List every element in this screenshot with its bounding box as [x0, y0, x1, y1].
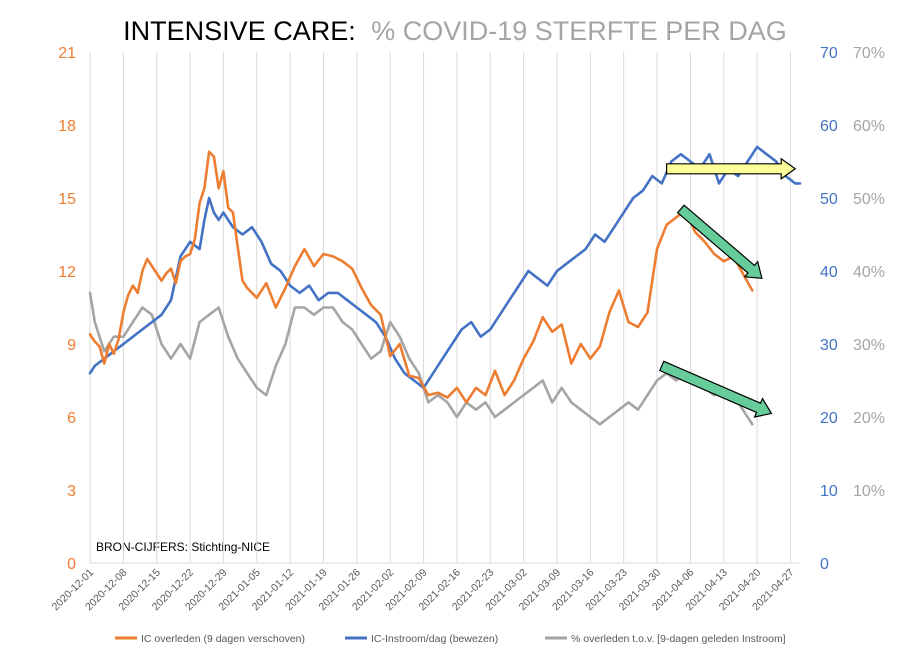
- y-right-tick-label: 60: [820, 118, 838, 135]
- trend-arrow-1: [665, 157, 797, 180]
- annotations: [659, 157, 797, 418]
- chart-title-sub: % COVID-19 STERFTE PER DAG: [371, 16, 787, 46]
- source-note: BRON-CIJFERS: Stichting-NICE: [96, 540, 270, 554]
- y-right-tick-label: 30: [820, 337, 838, 354]
- y-right-tick-label: 0: [820, 556, 829, 573]
- series-line-3: [88, 291, 754, 426]
- chart-title-main: INTENSIVE CARE:: [123, 16, 356, 46]
- y-left-tick-label: 3: [67, 483, 76, 500]
- y-axis-right: 0 10 20 30 40 50 60 70: [820, 45, 838, 573]
- series-line-1: [88, 150, 754, 404]
- trend-arrow-3: [659, 360, 773, 418]
- y-axis-left: 0 3 6 9 12 15 18 21: [58, 45, 76, 573]
- y-left-tick-label: 18: [58, 118, 76, 135]
- y-left-tick-label: 9: [67, 337, 76, 354]
- y-right-tick-label: 20: [820, 410, 838, 427]
- y-right-tick-label: 40: [820, 264, 838, 281]
- y-right-tick-label: 50: [820, 191, 838, 208]
- y-pct-tick-label: 60%: [853, 118, 885, 135]
- legend: IC overleden (9 dagen verschoven) IC-Inst…: [115, 633, 786, 645]
- y-pct-tick-label: 50%: [853, 191, 885, 208]
- y-left-tick-label: 0: [67, 556, 76, 573]
- y-pct-tick-label: 20%: [853, 410, 885, 427]
- y-right-tick-label: 70: [820, 45, 838, 62]
- y-pct-tick-label: 70%: [853, 45, 885, 62]
- legend-label: % overleden t.o.v. [9-dagen geleden Inst…: [571, 633, 786, 645]
- y-left-tick-label: 21: [58, 45, 76, 62]
- legend-label: IC-Instroom/dag (bewezen): [371, 633, 498, 645]
- gridlines: [89, 52, 791, 563]
- y-pct-tick-label: 40%: [853, 264, 885, 281]
- trend-arrow-2: [676, 204, 763, 279]
- series-line-2: [88, 145, 802, 390]
- y-pct-tick-label: 10%: [853, 483, 885, 500]
- y-left-tick-label: 6: [67, 410, 76, 427]
- y-right-tick-label: 10: [820, 483, 838, 500]
- y-pct-tick-label: 30%: [853, 337, 885, 354]
- x-axis: 2020-12-012020-12-082020-12-152020-12-22…: [50, 567, 797, 614]
- y-left-tick-label: 15: [58, 191, 76, 208]
- y-axis-pct: 10% 20% 30% 40% 50% 60% 70%: [853, 45, 885, 500]
- chart-title: INTENSIVE CARE: % COVID-19 STERFTE PER D…: [123, 16, 787, 46]
- legend-label: IC overleden (9 dagen verschoven): [141, 633, 305, 645]
- y-left-tick-label: 12: [58, 264, 76, 281]
